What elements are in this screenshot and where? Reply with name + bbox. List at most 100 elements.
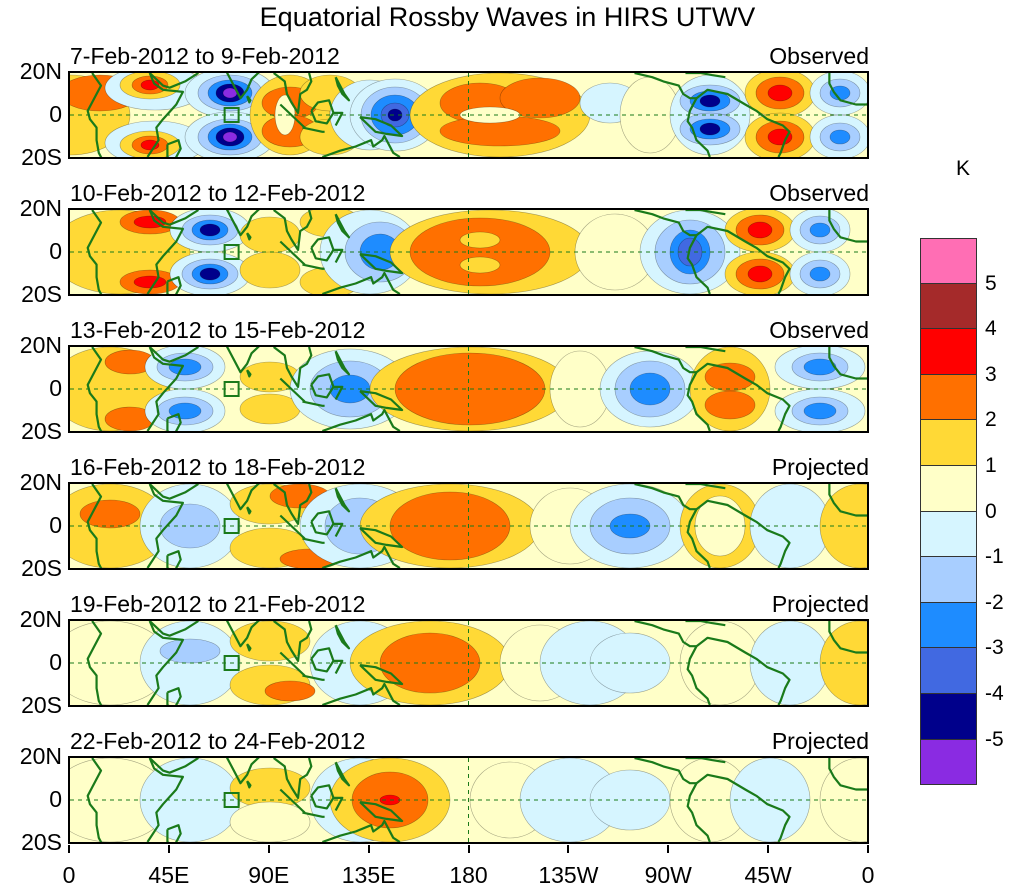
longitude-tick [467, 845, 470, 853]
latitude-label: 20N [19, 743, 62, 769]
coastline [246, 232, 252, 241]
latitude-label: 20S [21, 144, 62, 170]
map-panel [68, 345, 869, 433]
coastline [86, 73, 103, 157]
coastline [634, 73, 697, 100]
coastline [146, 73, 185, 157]
coastline [828, 758, 867, 791]
anomaly-field [70, 758, 867, 842]
reference-box [223, 655, 240, 671]
latitude-label: 0 [49, 512, 62, 538]
coastline [334, 487, 351, 513]
latitude-label: 20N [19, 469, 62, 495]
contour-region [767, 128, 793, 146]
colorbar-swatch [920, 511, 977, 558]
longitude-label: 90W [644, 862, 692, 888]
longitude-label: 90E [248, 862, 290, 888]
colorbar-label: 1 [985, 454, 997, 477]
map-panel [68, 619, 869, 707]
coastline [148, 758, 199, 774]
coastline [359, 390, 404, 412]
coastline [146, 484, 185, 568]
coastline [279, 240, 306, 266]
coastline [685, 73, 726, 79]
longitude-label: 45W [744, 862, 792, 888]
coastline [302, 811, 325, 818]
coastline [828, 210, 867, 243]
anomaly-field [70, 73, 867, 157]
coastline [273, 758, 313, 800]
coastline [333, 522, 344, 538]
coastline [86, 484, 103, 568]
latitude-label: 20N [19, 195, 62, 221]
coastline [634, 484, 697, 511]
colorbar-label: -3 [985, 636, 1004, 660]
coastline [322, 134, 401, 157]
reference-box [223, 792, 240, 808]
contour-region [199, 267, 221, 281]
contour-region [699, 94, 721, 108]
coastline [333, 111, 344, 127]
contour-region [819, 484, 867, 568]
colorbar-swatch [920, 557, 977, 603]
longitude-tick [367, 845, 370, 853]
contour-region [264, 680, 316, 702]
colorbar-label: -2 [985, 590, 1004, 614]
coastline [828, 484, 867, 517]
coastline [322, 819, 401, 842]
panel-status: Projected [771, 454, 869, 480]
coastline [685, 621, 726, 627]
coastline [246, 95, 252, 104]
coastline [695, 88, 791, 157]
coastline [359, 253, 404, 275]
panel-date-range: 19-Feb-2012 to 21-Feb-2012 [70, 591, 366, 617]
longitude-label: 135W [538, 862, 599, 888]
coastline [279, 377, 306, 403]
coastline [686, 645, 711, 705]
coastline [686, 234, 711, 294]
coastline [146, 347, 185, 431]
contour-region [222, 131, 238, 143]
coastline [359, 801, 404, 823]
longitude-label: 135E [341, 862, 396, 888]
coastline [86, 621, 103, 705]
longitude-tick [167, 845, 170, 853]
anomaly-field [70, 621, 867, 705]
reference-box [223, 518, 240, 534]
colorbar-label: 2 [985, 408, 997, 432]
contour-region [459, 231, 501, 249]
coastline [333, 796, 344, 812]
reference-box [223, 381, 240, 397]
panel-status: Observed [769, 317, 869, 343]
map-panel [68, 482, 869, 570]
contour-region [239, 251, 301, 289]
coastline [148, 484, 199, 500]
panel-status: Observed [769, 180, 869, 206]
colorbar-swatch [920, 602, 977, 649]
panel-date-range: 13-Feb-2012 to 15-Feb-2012 [70, 317, 366, 343]
coastline [828, 73, 867, 106]
latitude-label: 0 [49, 786, 62, 812]
contour-region [239, 393, 301, 425]
coastline [695, 225, 791, 294]
coastline [686, 782, 711, 842]
coastline [86, 210, 103, 294]
contour-region [168, 358, 202, 376]
coastline [685, 210, 726, 216]
coastline [334, 350, 351, 376]
colorbar-label: -4 [985, 682, 1004, 705]
colorbar-label: -5 [985, 727, 1004, 751]
coastline [166, 139, 182, 157]
colorbar-swatch [920, 238, 977, 284]
coastline [246, 643, 252, 652]
coastline [634, 758, 697, 785]
longitude-label: 0 [861, 862, 875, 888]
latitude-label: 0 [49, 375, 62, 401]
contour-region [803, 402, 837, 420]
coastline [148, 621, 199, 637]
coastline [686, 508, 711, 568]
contour-region [459, 256, 501, 274]
coastline [359, 527, 404, 549]
coastline [146, 210, 185, 294]
panel-status: Projected [771, 591, 869, 617]
